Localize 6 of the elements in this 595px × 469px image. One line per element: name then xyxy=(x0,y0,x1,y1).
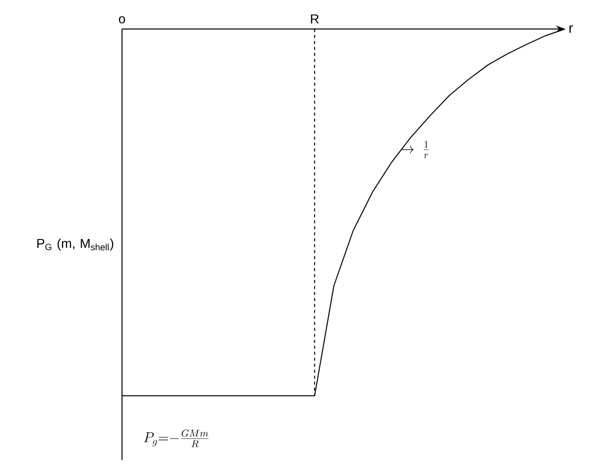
y-axis-title: P$_{G}$ (m, M$_{shell}$) xyxy=(37,238,114,251)
x-tick-label: o xyxy=(118,16,126,24)
annotation: $\rightarrow\;\frac{1}{r}$ xyxy=(400,140,429,158)
x-axis-title: r xyxy=(569,25,573,33)
x-tick-label: R xyxy=(310,14,319,24)
text: $P_g{=}{-}\frac{GMm}{R}$ xyxy=(144,430,209,448)
